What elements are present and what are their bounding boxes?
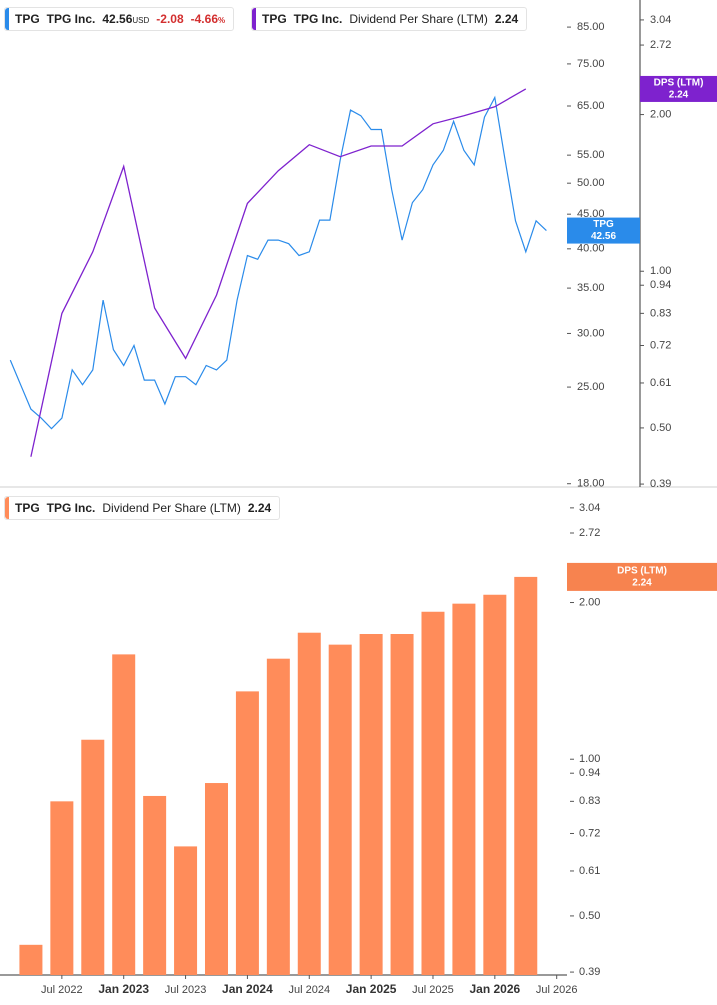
series-line [30, 88, 527, 457]
y2-tick-label: 2.72 [650, 39, 671, 51]
last-value-flag [640, 75, 717, 102]
y-tick-label: 1.00 [579, 753, 600, 765]
x-tick-label: Jul 2024 [288, 984, 330, 996]
last-value: 2.24 [247, 501, 272, 515]
bar [143, 795, 167, 975]
y-tick-label: 18.00 [577, 478, 605, 490]
x-tick-label: Jan 2023 [98, 982, 149, 996]
ticker: TPG [15, 501, 40, 515]
legend-swatch [5, 8, 9, 30]
bar [112, 654, 136, 975]
y-tick-label: 0.83 [579, 795, 600, 807]
y-tick-label: 50.00 [577, 177, 605, 189]
y-tick-label: 0.61 [579, 865, 600, 877]
y2-tick-label: 1.00 [650, 265, 671, 277]
flag-label: DPS (LTM) [617, 566, 667, 577]
bar [81, 739, 105, 975]
x-tick-label: Jan 2026 [469, 982, 520, 996]
bar [266, 658, 290, 975]
flag-value: 2.24 [632, 578, 652, 589]
legend-swatch [252, 8, 256, 30]
x-tick-label: Jan 2025 [346, 982, 397, 996]
series-line [9, 95, 547, 430]
y2-tick-label: 0.83 [650, 307, 671, 319]
y-tick-label: 0.72 [579, 827, 600, 839]
y-tick-label: 25.00 [577, 381, 605, 393]
last-value-flag [567, 217, 640, 244]
company: TPG Inc. [46, 501, 96, 515]
bar [297, 632, 321, 975]
bar [390, 634, 414, 975]
ticker: TPG [262, 12, 287, 26]
change-pct: -4.66% [191, 12, 225, 26]
change-pct-value: -4.66 [190, 12, 218, 26]
ticker: TPG [15, 12, 40, 26]
y-tick-label: 65.00 [577, 100, 605, 112]
y-tick-label: 40.00 [577, 243, 605, 255]
y-tick-label: 0.94 [579, 767, 600, 779]
y2-tick-label: 0.72 [650, 339, 671, 351]
y2-tick-label: 2.00 [650, 108, 671, 120]
flag-label: TPG [593, 219, 614, 230]
y-tick-label: 85.00 [577, 21, 605, 33]
x-tick-label: Jan 2024 [222, 982, 273, 996]
bar [452, 603, 476, 975]
last-value: 2.24 [494, 12, 519, 26]
price-legend: TPG TPG Inc. 42.56USD -2.08 -4.66% [4, 7, 235, 31]
change: -2.08 [156, 12, 184, 26]
y-tick-label: 75.00 [577, 58, 605, 70]
y-tick-label: 3.04 [579, 502, 600, 514]
y2-tick-label: 0.39 [650, 478, 671, 490]
flag-value: 2.24 [669, 90, 689, 101]
bar [421, 611, 445, 975]
y-tick-label: 30.00 [577, 327, 605, 339]
y2-tick-label: 0.61 [650, 377, 671, 389]
bar [19, 944, 43, 975]
flag-value: 42.56 [591, 231, 616, 242]
last-value-flag [567, 562, 717, 591]
y-tick-label: 2.00 [579, 596, 600, 608]
x-tick-label: Jul 2023 [165, 984, 207, 996]
y-tick-label: 0.50 [579, 910, 600, 922]
flag-label: DPS (LTM) [654, 78, 704, 89]
y2-tick-label: 0.94 [650, 279, 671, 291]
currency: USD [132, 16, 150, 25]
last-price: 42.56USD [102, 12, 149, 26]
company: TPG Inc. [293, 12, 343, 26]
x-tick-label: Jul 2022 [41, 984, 83, 996]
y2-tick-label: 3.04 [650, 14, 671, 26]
bar [359, 634, 383, 975]
bar [204, 783, 228, 975]
company: TPG Inc. [46, 12, 96, 26]
bar [483, 594, 507, 975]
y2-tick-label: 0.50 [650, 422, 671, 434]
y-tick-label: 55.00 [577, 149, 605, 161]
dps-legend: TPG TPG Inc. Dividend Per Share (LTM) 2.… [251, 7, 528, 31]
bar [328, 644, 352, 975]
y-tick-label: 45.00 [577, 208, 605, 220]
series-name: Dividend Per Share (LTM) [102, 501, 241, 515]
pct-unit: % [218, 16, 226, 25]
bar [235, 691, 259, 975]
y-tick-label: 0.39 [579, 966, 600, 978]
series-name: Dividend Per Share (LTM) [349, 12, 488, 26]
legend-swatch [5, 497, 9, 519]
y-tick-label: 2.72 [579, 527, 600, 539]
x-tick-label: Jul 2026 [536, 984, 578, 996]
bar-legend: TPG TPG Inc. Dividend Per Share (LTM) 2.… [4, 496, 281, 520]
bar [514, 576, 538, 975]
bar [50, 801, 74, 975]
bar [174, 846, 198, 975]
x-tick-label: Jul 2025 [412, 984, 454, 996]
y-tick-label: 35.00 [577, 282, 605, 294]
price-value: 42.56 [102, 12, 133, 26]
